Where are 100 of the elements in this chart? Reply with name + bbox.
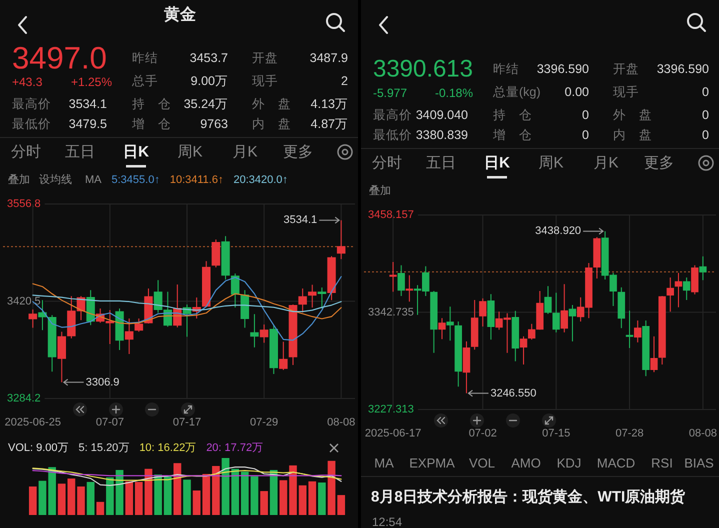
candlestick — [682, 276, 690, 300]
text: 最低价 — [12, 117, 51, 131]
text: RSI — [651, 456, 673, 470]
bar — [96, 502, 104, 515]
x-tick-label: 2025-06-25 — [4, 416, 61, 428]
text: -5.977 — [373, 86, 408, 100]
candlestick — [470, 299, 478, 350]
bar — [212, 466, 220, 515]
text: 最高价 — [12, 96, 51, 111]
text: 内 盘 — [613, 128, 652, 142]
text: 五日 — [426, 154, 456, 172]
text: 叠加 — [8, 173, 30, 186]
candlestick — [230, 272, 240, 308]
text: 昨结 — [132, 51, 158, 65]
text: 五日 — [65, 144, 95, 160]
text: 3396.590 — [656, 62, 710, 76]
text: 内 盘 — [252, 117, 291, 131]
candlestick — [240, 290, 250, 328]
candlestick — [438, 318, 446, 340]
bar — [318, 482, 326, 515]
text: 开盘 — [613, 62, 639, 76]
text: 2 — [341, 74, 348, 88]
text: 周K — [538, 154, 564, 172]
text: 0 — [702, 128, 710, 142]
text: 总手 — [131, 74, 158, 88]
text: 0 — [702, 108, 710, 122]
text: 3453.7 — [190, 51, 228, 65]
candlestick — [336, 220, 346, 260]
x-tick-label: 08-08 — [327, 416, 356, 428]
text: 分时 — [11, 144, 41, 160]
candlestick — [536, 290, 544, 330]
text: 9.00万 — [190, 74, 228, 88]
text: 持 仓 — [132, 97, 171, 111]
text: 0.00 — [564, 85, 590, 99]
text: 5:3455.0↑ — [112, 174, 160, 186]
bar — [250, 476, 258, 515]
candlestick — [618, 286, 626, 329]
x-tick-label: 07-07 — [96, 416, 124, 428]
text: +1.25% — [70, 75, 112, 89]
series-label: 10: 16.22万 — [139, 442, 196, 454]
text: 3534.1 — [68, 97, 108, 111]
annotation: 3246.550 — [490, 387, 536, 400]
y-tick-label: 3284.2 — [7, 392, 41, 404]
text: 更多 — [283, 144, 313, 160]
candlestick — [462, 340, 470, 394]
candlestick — [430, 290, 438, 354]
candlestick — [221, 236, 230, 280]
series-label: 5: 15.20万 — [78, 442, 130, 454]
candlestick — [250, 314, 259, 348]
text: 总量(kg) — [492, 85, 541, 99]
bar — [222, 458, 230, 515]
y-tick-label: 3342.735 — [368, 306, 414, 318]
candlestick — [48, 314, 56, 372]
text: 3396.590 — [536, 62, 590, 76]
text: 9763 — [200, 117, 228, 131]
bar — [231, 468, 240, 515]
text: 35.24万 — [184, 97, 228, 111]
candlestick — [260, 324, 268, 344]
bar — [125, 481, 134, 515]
annotation: 3534.1 — [284, 214, 318, 226]
bar — [308, 481, 316, 515]
x-tick-label: 07-17 — [172, 416, 202, 428]
text: 叠加 — [369, 184, 391, 197]
candlestick — [115, 308, 124, 351]
text: 3487.9 — [310, 51, 348, 65]
x-tick-label: 07-28 — [615, 428, 644, 440]
text: 日K — [123, 144, 150, 160]
candlestick — [279, 341, 288, 371]
bar — [289, 465, 297, 515]
text: 设均线 — [39, 173, 72, 186]
text: 3390.613 — [373, 56, 473, 82]
candlestick — [202, 260, 211, 308]
text: AMO — [511, 456, 541, 470]
candlestick — [520, 336, 528, 366]
text: 开盘 — [252, 51, 278, 65]
text: 增 仓 — [131, 117, 171, 131]
text: 最低价 — [373, 128, 412, 142]
text: 20:3420.0↑ — [233, 174, 288, 186]
bar — [86, 482, 94, 515]
text: VOL — [468, 456, 496, 470]
y-tick-label: 3556.8 — [7, 198, 41, 210]
text: 0 — [582, 108, 590, 122]
text: 增 仓 — [492, 128, 532, 142]
annotation: 3438.920 — [535, 225, 582, 238]
bar — [68, 478, 76, 515]
bar — [202, 474, 210, 515]
candlestick — [568, 304, 576, 342]
x-tick-label: 07-15 — [542, 428, 570, 440]
text: 更多 — [644, 154, 674, 172]
candlestick — [512, 310, 520, 362]
annotation: 3306.9 — [86, 376, 120, 388]
candlestick — [389, 261, 397, 292]
candlestick — [308, 284, 317, 308]
candlestick — [57, 331, 66, 383]
bar — [134, 482, 143, 515]
candlestick — [666, 276, 674, 312]
candlestick — [327, 256, 336, 301]
candlestick — [626, 310, 634, 349]
text: 持 仓 — [493, 108, 532, 122]
candlestick — [699, 256, 707, 281]
